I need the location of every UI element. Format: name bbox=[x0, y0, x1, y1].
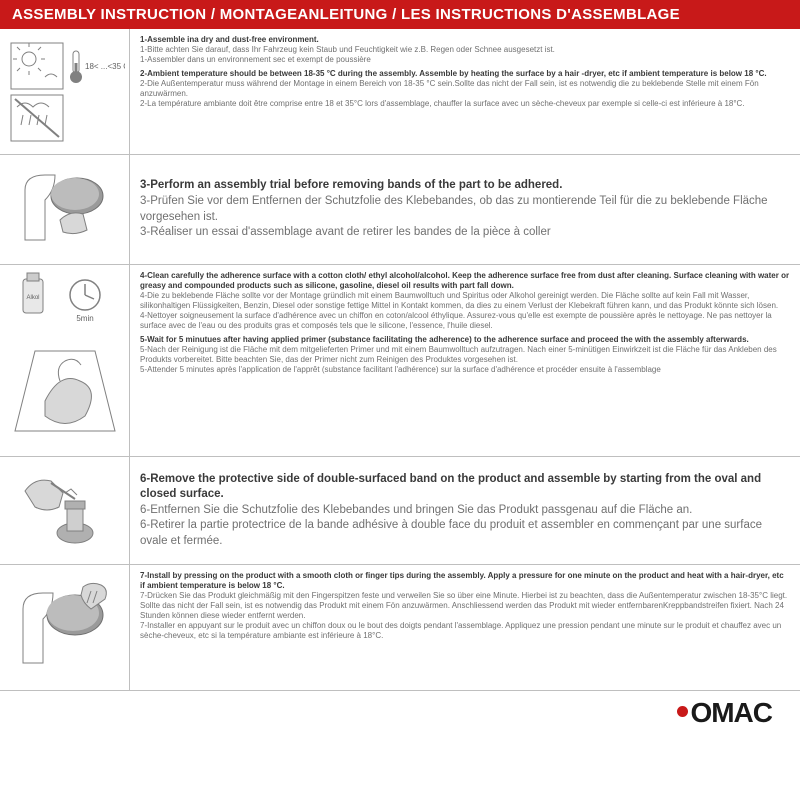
section-1: 18< ...<35 C 1-Assemble ina dry and dust… bbox=[0, 29, 800, 155]
step-3-fr: 3-Réaliser un essai d'assemblage avant d… bbox=[140, 225, 790, 241]
step-3-de: 3-Prüfen Sie vor dem Entfernen der Schut… bbox=[140, 194, 790, 225]
icon-temp-weather: 18< ...<35 C bbox=[0, 29, 130, 154]
step-7-de: 7-Drücken Sie das Produkt gleichmäßig mi… bbox=[140, 591, 790, 621]
step-3-en: 3-Perform an assembly trial before remov… bbox=[140, 178, 790, 194]
svg-text:18< ...<35 C: 18< ...<35 C bbox=[85, 62, 125, 71]
document-title: ASSEMBLY INSTRUCTION / MONTAGEANLEITUNG … bbox=[0, 0, 800, 29]
section-5: 7-Install by pressing on the product wit… bbox=[0, 565, 800, 691]
section-2: 3-Perform an assembly trial before remov… bbox=[0, 155, 800, 265]
icon-remove-tape bbox=[0, 457, 130, 564]
step-2-de: 2-Die Außentemperatur muss während der M… bbox=[140, 79, 790, 99]
step-4-fr: 4-Nettoyer soigneusement la surface d'ad… bbox=[140, 311, 790, 331]
step-5-fr: 5-Attender 5 minutes après l'application… bbox=[140, 365, 790, 375]
step-7-en: 7-Install by pressing on the product wit… bbox=[140, 571, 790, 591]
brand-text: OMAC bbox=[690, 697, 772, 729]
icon-mirror-trial bbox=[0, 155, 130, 264]
step-5-de: 5-Nach der Reinigung ist die Fläche mit … bbox=[140, 345, 790, 365]
section-3: Alkol 5min 4-Clean carefully the adheren… bbox=[0, 265, 800, 457]
step-6-en: 6-Remove the protective side of double-s… bbox=[140, 472, 790, 503]
step-6-fr: 6-Retirer la partie protectrice de la ba… bbox=[140, 518, 790, 549]
step-4-en: 4-Clean carefully the adherence surface … bbox=[140, 271, 790, 291]
step-1-de: 1-Bitte achten Sie darauf, dass Ihr Fahr… bbox=[140, 45, 790, 55]
icon-press-install bbox=[0, 565, 130, 690]
step-6-de: 6-Entfernen Sie die Schutzfolie des Kleb… bbox=[140, 503, 790, 519]
step-2-fr: 2-La température ambiante doit être comp… bbox=[140, 99, 790, 109]
icon-clean-primer: Alkol 5min bbox=[0, 265, 130, 456]
step-1-en: 1-Assemble ina dry and dust-free environ… bbox=[140, 35, 790, 45]
svg-text:Alkol: Alkol bbox=[26, 295, 39, 301]
step-2-en: 2-Ambient temperature should be between … bbox=[140, 69, 790, 79]
step-1-fr: 1-Assembler dans un environnement sec et… bbox=[140, 55, 790, 65]
brand-logo: OMAC bbox=[677, 697, 772, 729]
section-4: 6-Remove the protective side of double-s… bbox=[0, 457, 800, 565]
step-7-fr: 7-Installer en appuyant sur le produit a… bbox=[140, 621, 790, 641]
svg-text:5min: 5min bbox=[76, 314, 93, 323]
logo-row: OMAC bbox=[0, 691, 800, 729]
step-5-en: 5-Wait for 5 minutues after having appli… bbox=[140, 335, 790, 345]
step-4-de: 4-Die zu beklebende Fläche sollte vor de… bbox=[140, 291, 790, 311]
logo-dot-icon bbox=[677, 706, 688, 717]
